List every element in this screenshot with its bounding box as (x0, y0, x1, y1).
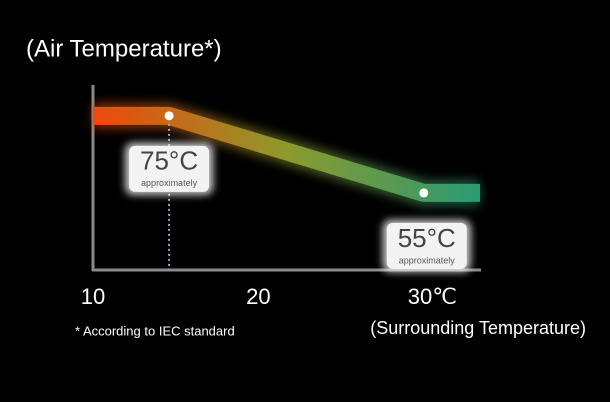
x-tick-label: 10 (81, 284, 105, 309)
x-axis-title: (Surrounding Temperature) (370, 318, 586, 338)
point (164, 111, 174, 121)
data-label: 75°C (140, 146, 198, 176)
data-label-note: approximately (141, 178, 198, 188)
x-tick-label: 20 (246, 284, 270, 309)
line (93, 106, 480, 202)
chart-title: (Air Temperature*) (26, 35, 222, 62)
label-box (386, 222, 467, 269)
point (419, 188, 429, 198)
label-box (129, 145, 210, 192)
data-label-note: approximately (399, 255, 456, 265)
footnote: * According to IEC standard (75, 323, 235, 338)
x-tick-label: 30℃ (408, 284, 457, 309)
data-label: 55°C (398, 223, 456, 253)
